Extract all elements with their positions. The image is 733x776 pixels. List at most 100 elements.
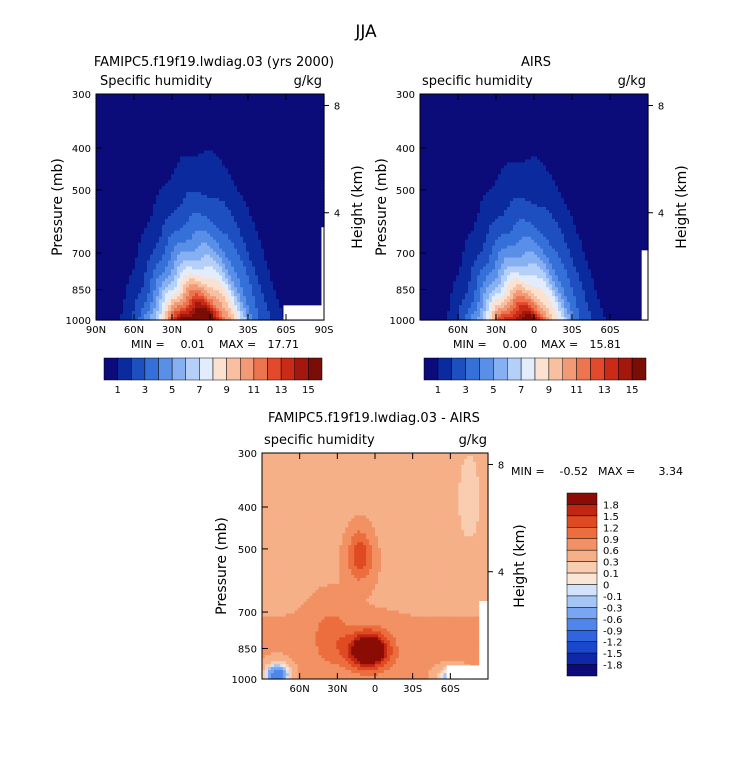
contour-cell	[282, 132, 286, 137]
contour-cell	[153, 102, 157, 107]
contour-cell	[105, 99, 109, 104]
contour-cell	[171, 96, 175, 101]
contour-cell	[129, 129, 133, 134]
contour-cell	[108, 138, 112, 143]
contour-cell	[270, 123, 274, 128]
contour-cell	[228, 114, 232, 119]
contour-cell	[312, 138, 316, 143]
contour-cell	[252, 108, 256, 113]
contour-cell	[228, 132, 232, 137]
contour-cell	[198, 102, 202, 107]
panel-model-subtitle: Specific humidity	[100, 74, 212, 89]
contour-cell	[165, 108, 169, 113]
contour-cell	[156, 94, 160, 98]
contour-cell	[255, 138, 259, 143]
contour-cell	[279, 114, 283, 119]
contour-cell	[261, 135, 265, 140]
contour-cell	[309, 102, 313, 107]
contour-cell	[264, 108, 268, 113]
contour-cell	[243, 129, 247, 134]
contour-cell	[162, 111, 166, 116]
contour-cell	[153, 108, 157, 113]
contour-cell	[294, 135, 298, 140]
contour-cell	[273, 96, 277, 101]
contour-cell	[192, 96, 196, 101]
contour-cell	[213, 132, 217, 137]
contour-cell	[282, 117, 286, 122]
contour-cell	[105, 117, 109, 122]
contour-cell	[240, 102, 244, 107]
contour-cell	[198, 99, 202, 104]
contour-cell	[159, 141, 163, 146]
contour-cell	[96, 102, 100, 107]
contour-cell	[117, 94, 121, 98]
contour-cell	[321, 114, 325, 119]
contour-cell	[312, 117, 316, 122]
contour-cell	[207, 120, 211, 125]
contour-cell	[267, 120, 271, 125]
contour-cell	[174, 111, 178, 116]
contour-cell	[279, 138, 283, 143]
contour-cell	[162, 102, 166, 107]
contour-cell	[126, 102, 130, 107]
contour-cell	[180, 132, 184, 137]
contour-cell	[120, 126, 124, 131]
contour-cell	[174, 96, 178, 101]
contour-cell	[267, 99, 271, 104]
contour-cell	[111, 132, 115, 137]
contour-cell	[264, 96, 268, 101]
contour-cell	[276, 126, 280, 131]
contour-cell	[204, 111, 208, 116]
contour-cell	[129, 99, 133, 104]
contour-cell	[249, 126, 253, 131]
contour-cell	[306, 132, 310, 137]
contour-cell	[105, 123, 109, 128]
contour-cell	[306, 129, 310, 134]
contour-cell	[144, 117, 148, 122]
contour-cell	[240, 105, 244, 110]
contour-cell	[168, 111, 172, 116]
contour-cell	[258, 120, 262, 125]
contour-cell	[285, 123, 289, 128]
contour-cell	[114, 138, 118, 143]
contour-cell	[234, 117, 238, 122]
contour-cell	[297, 114, 301, 119]
contour-cell	[291, 94, 295, 98]
contour-cell	[288, 94, 292, 98]
contour-cell	[291, 99, 295, 104]
contour-cell	[276, 129, 280, 134]
contour-cell	[186, 117, 190, 122]
contour-cell	[135, 132, 139, 137]
contour-cell	[171, 123, 175, 128]
contour-cell	[318, 129, 322, 134]
contour-cell	[267, 102, 271, 107]
contour-cell	[252, 135, 256, 140]
contour-cell	[258, 129, 262, 134]
contour-cell	[120, 108, 124, 113]
contour-cell	[132, 120, 136, 125]
contour-cell	[177, 114, 181, 119]
contour-cell	[261, 102, 265, 107]
contour-cell	[231, 117, 235, 122]
contour-cell	[159, 132, 163, 137]
contour-cell	[123, 135, 127, 140]
contour-cell	[102, 138, 106, 143]
contour-cell	[255, 135, 259, 140]
contour-cell	[138, 141, 142, 146]
contour-cell	[312, 99, 316, 104]
contour-cell	[222, 94, 226, 98]
contour-cell	[234, 102, 238, 107]
contour-cell	[168, 141, 172, 146]
contour-cell	[162, 126, 166, 131]
contour-cell	[186, 129, 190, 134]
contour-cell	[294, 114, 298, 119]
contour-cell	[180, 94, 184, 98]
contour-cell	[264, 126, 268, 131]
contour-cell	[135, 111, 139, 116]
contour-cell	[306, 117, 310, 122]
contour-cell	[111, 94, 115, 98]
contour-cell	[150, 138, 154, 143]
contour-cell	[168, 138, 172, 143]
contour-cell	[132, 129, 136, 134]
contour-cell	[210, 99, 214, 104]
